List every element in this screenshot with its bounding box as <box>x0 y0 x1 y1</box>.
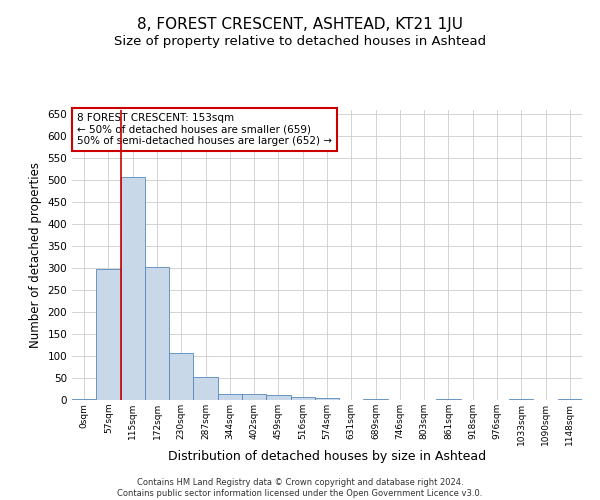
Text: 8, FOREST CRESCENT, ASHTEAD, KT21 1JU: 8, FOREST CRESCENT, ASHTEAD, KT21 1JU <box>137 18 463 32</box>
Y-axis label: Number of detached properties: Number of detached properties <box>29 162 42 348</box>
Bar <box>169 354 193 400</box>
Text: 8 FOREST CRESCENT: 153sqm
← 50% of detached houses are smaller (659)
50% of semi: 8 FOREST CRESCENT: 153sqm ← 50% of detac… <box>77 113 332 146</box>
Bar <box>436 399 461 400</box>
Bar <box>509 399 533 400</box>
Text: Contains HM Land Registry data © Crown copyright and database right 2024.
Contai: Contains HM Land Registry data © Crown c… <box>118 478 482 498</box>
Bar <box>218 394 242 400</box>
Bar <box>193 376 218 400</box>
Bar <box>242 394 266 400</box>
Bar <box>558 399 582 400</box>
Bar <box>121 177 145 400</box>
Bar <box>266 395 290 400</box>
Bar <box>96 269 121 400</box>
Bar <box>290 397 315 400</box>
Bar <box>72 399 96 400</box>
Bar <box>315 398 339 400</box>
X-axis label: Distribution of detached houses by size in Ashtead: Distribution of detached houses by size … <box>168 450 486 464</box>
Bar <box>145 268 169 400</box>
Bar <box>364 398 388 400</box>
Text: Size of property relative to detached houses in Ashtead: Size of property relative to detached ho… <box>114 35 486 48</box>
